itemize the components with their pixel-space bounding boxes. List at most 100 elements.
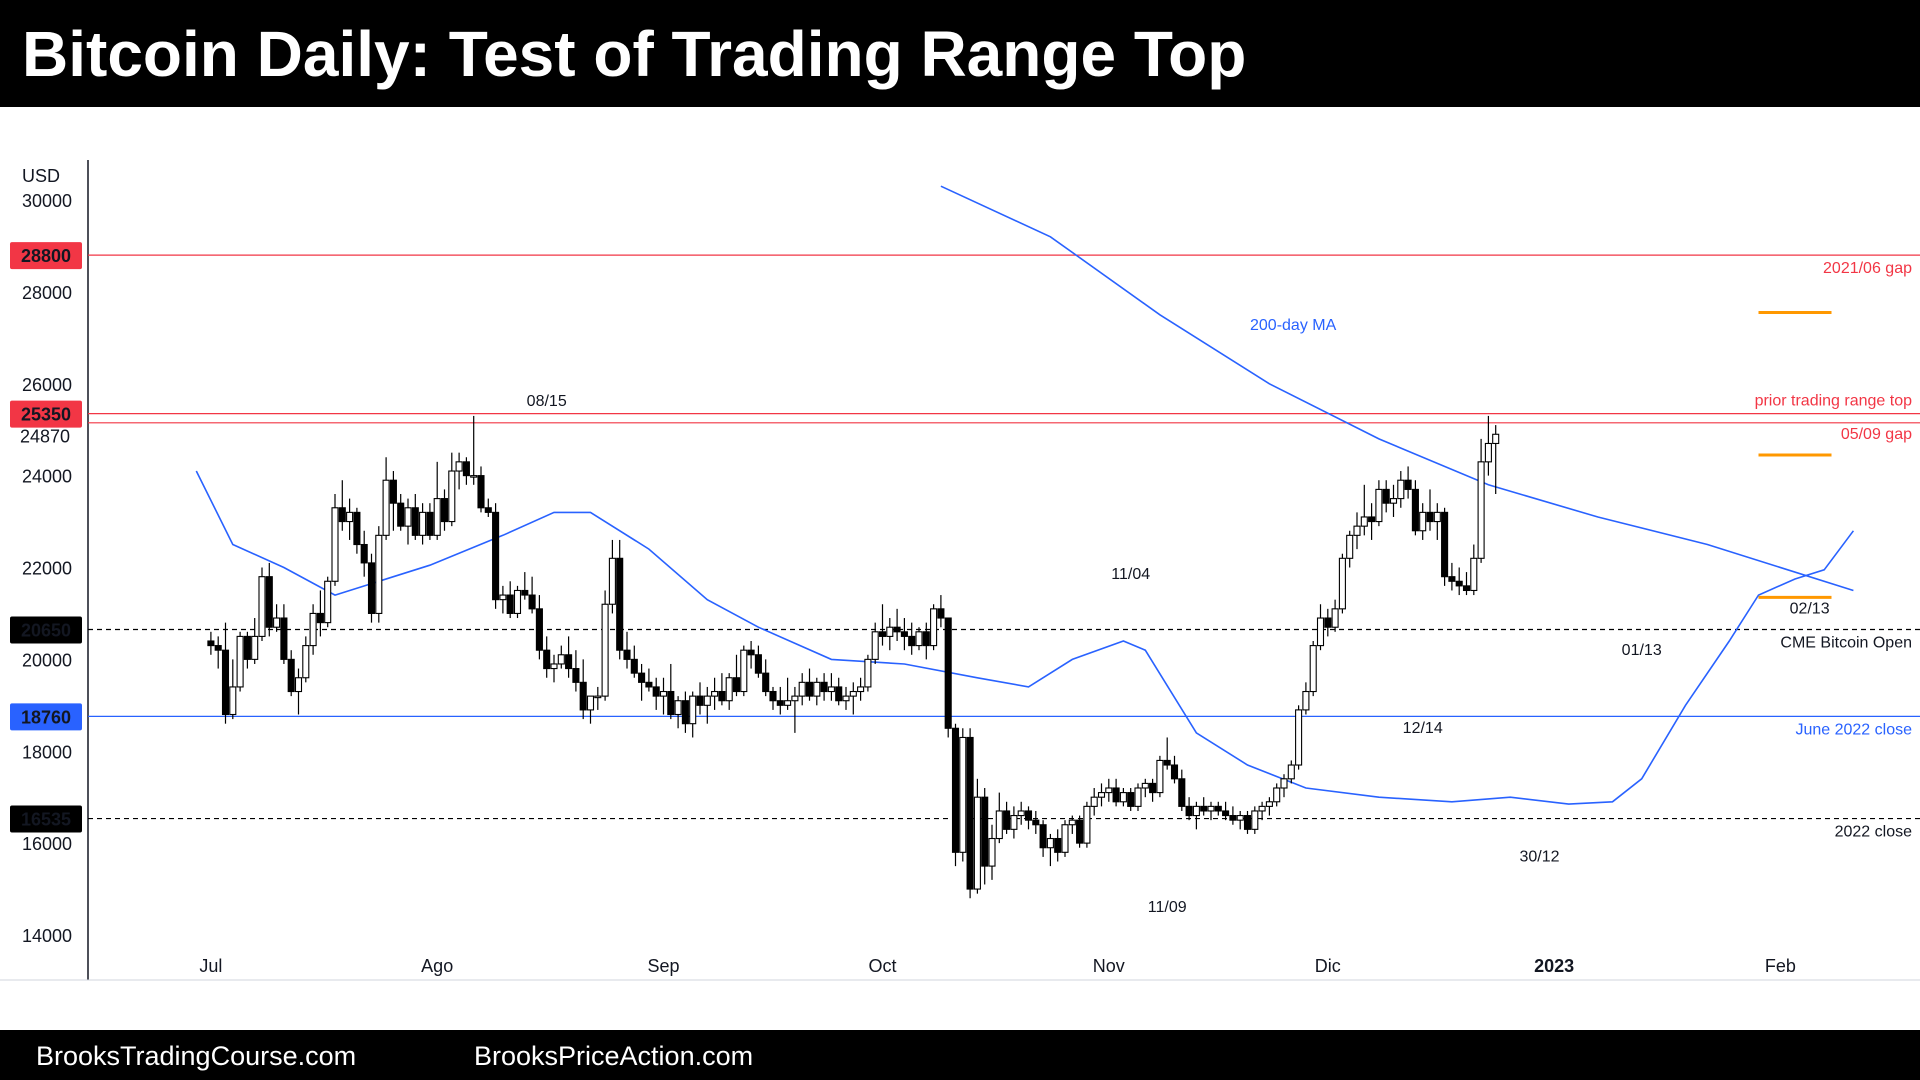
price-badge xyxy=(10,400,82,428)
candle-body xyxy=(1243,815,1252,830)
candle-body xyxy=(966,736,974,890)
candle-body xyxy=(1068,819,1076,826)
candle-body xyxy=(1134,787,1142,807)
candle-body xyxy=(922,631,930,647)
candle-body xyxy=(280,617,288,660)
candle-body xyxy=(944,617,952,729)
candle-body xyxy=(1200,805,1208,812)
y-tick-label: 16000 xyxy=(22,834,72,854)
candle-body xyxy=(1441,511,1449,578)
candle-body xyxy=(784,700,792,706)
candle-body xyxy=(1338,557,1346,610)
candle-body xyxy=(1061,824,1069,853)
candle-body xyxy=(528,594,536,610)
date-annotation: 30/12 xyxy=(1519,849,1559,866)
candle-body xyxy=(535,608,543,651)
candle-body xyxy=(1404,479,1412,490)
footer-site-brookspriceaction[interactable]: BrooksPriceAction.com xyxy=(474,1041,754,1071)
candle-body xyxy=(1192,805,1200,817)
candle-body xyxy=(864,658,872,688)
candle-body xyxy=(696,695,704,706)
candle-body xyxy=(1039,824,1047,849)
candle-body xyxy=(338,507,346,523)
candle-body xyxy=(762,672,770,693)
x-tick-label: 2023 xyxy=(1534,956,1574,976)
candle-body xyxy=(1382,488,1390,504)
candle-body xyxy=(506,594,514,614)
candle-body xyxy=(740,649,748,693)
candle-body xyxy=(236,635,244,688)
candle-body xyxy=(1178,778,1186,807)
candle-body xyxy=(316,612,324,624)
candle-body xyxy=(251,635,259,660)
bitcoin-daily-chart[interactable]: USD 14000 16000 18000 20000 22000 24000 26000 28… xyxy=(0,107,1920,1030)
candle-body xyxy=(492,511,500,601)
date-annotation: 11/09 xyxy=(1148,899,1187,916)
candle-body xyxy=(1010,815,1018,830)
candle-body xyxy=(265,576,273,628)
candle-body xyxy=(470,475,478,478)
price-badge-label: 20650 xyxy=(21,621,71,641)
candle-body xyxy=(930,608,938,647)
x-tick-label: Sep xyxy=(647,956,679,976)
x-tick-label: Feb xyxy=(1765,956,1796,976)
candle-body xyxy=(667,690,675,716)
candle-body xyxy=(776,700,784,706)
candle-body xyxy=(1076,819,1084,844)
candle-body xyxy=(1455,580,1463,587)
candle-body xyxy=(484,507,492,513)
candle-body xyxy=(1003,810,1011,830)
candle-body xyxy=(1448,576,1456,582)
candle-body xyxy=(681,700,689,725)
candle-body xyxy=(1389,498,1398,504)
y-tick-label: 28000 xyxy=(22,283,72,303)
candle-body xyxy=(747,649,755,656)
x-tick-label: Dic xyxy=(1315,956,1341,976)
candle-body xyxy=(214,645,222,651)
candle-body xyxy=(1229,815,1237,821)
candle-body xyxy=(900,631,908,637)
candle-body xyxy=(1302,690,1310,711)
candle-body xyxy=(835,686,843,702)
candle-body xyxy=(1127,792,1135,807)
price-line-note: 05/09 gap xyxy=(1841,426,1912,443)
candle-body xyxy=(353,511,361,546)
x-tick-label: Nov xyxy=(1093,956,1125,976)
candle-body xyxy=(638,672,646,683)
candle-body xyxy=(623,649,631,660)
candle-body xyxy=(645,681,653,688)
candle-body xyxy=(477,475,485,509)
candle-body xyxy=(513,589,522,614)
candle-body xyxy=(769,690,777,702)
candle-body xyxy=(959,736,967,853)
candle-body xyxy=(1097,792,1106,798)
candle-body xyxy=(1105,787,1113,794)
candle-body xyxy=(754,654,762,674)
candle-body xyxy=(1433,511,1441,523)
candle-body xyxy=(1426,511,1434,523)
candle-body xyxy=(798,681,806,697)
candle-body xyxy=(981,796,989,867)
candle-body xyxy=(557,654,565,665)
candle-body xyxy=(1273,787,1281,803)
y-tick-label: 14000 xyxy=(22,926,72,946)
candle-body xyxy=(630,658,638,674)
candle-body xyxy=(1470,557,1478,592)
candle-body xyxy=(659,690,668,697)
candle-body xyxy=(1360,516,1368,527)
candle-body xyxy=(455,461,463,472)
candle-body xyxy=(287,658,295,693)
footer-site-brookstradingcourse[interactable]: BrooksTradingCourse.com xyxy=(36,1041,357,1071)
candle-body xyxy=(951,727,960,853)
candle-body xyxy=(857,686,865,693)
candle-body xyxy=(594,695,602,699)
candle-body xyxy=(1251,810,1259,830)
candle-body xyxy=(915,631,923,647)
candle-body xyxy=(1170,764,1179,780)
y-tick-label: 18000 xyxy=(22,742,72,762)
candle-body xyxy=(937,608,945,619)
candle-body xyxy=(382,479,390,536)
candle-body xyxy=(1462,585,1471,592)
candle-body xyxy=(294,677,303,693)
candle-body xyxy=(1368,516,1376,523)
